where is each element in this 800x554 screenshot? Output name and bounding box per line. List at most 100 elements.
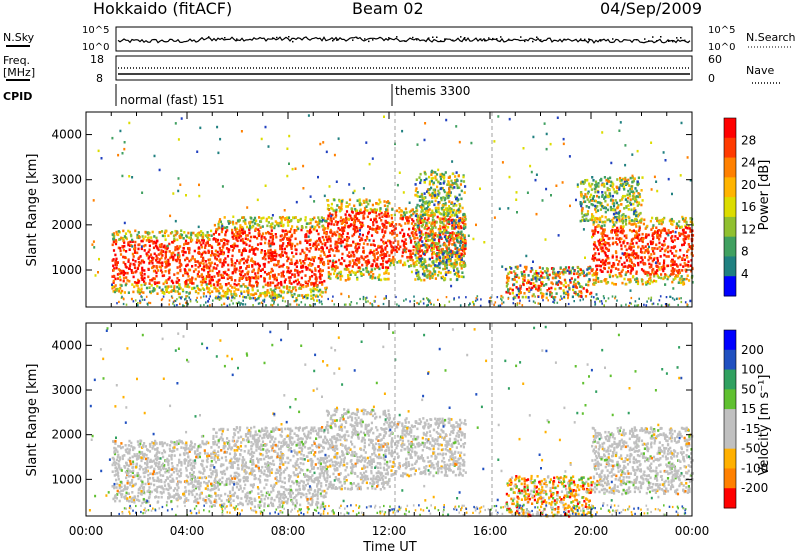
- range-cell: [458, 221, 461, 225]
- range-cell: [235, 234, 238, 238]
- range-cell: [458, 235, 461, 239]
- range-cell: [254, 275, 257, 278]
- range-cell: [303, 262, 306, 265]
- range-cell: [223, 271, 226, 275]
- range-cell: [642, 222, 645, 226]
- range-cell: [285, 255, 288, 258]
- range-cell: [664, 273, 667, 276]
- range-cell: [215, 228, 218, 231]
- range-cell: [312, 287, 315, 290]
- range-cell: [353, 262, 356, 266]
- range-cell: [636, 261, 640, 265]
- range-cell: [201, 231, 204, 235]
- range-cell: [425, 177, 428, 181]
- nsearch-dot: [224, 37, 226, 39]
- range-cell: [231, 245, 234, 248]
- range-cell: [363, 212, 366, 215]
- noise-cell: [286, 147, 289, 150]
- range-cell: [176, 285, 179, 289]
- range-cell: [264, 241, 267, 245]
- range-cell: [198, 252, 201, 255]
- range-cell: [191, 238, 194, 242]
- range-cell: [455, 218, 458, 222]
- range-cell: [401, 251, 404, 254]
- range-cell: [423, 179, 426, 182]
- range-cell: [448, 176, 451, 179]
- range-cell: [310, 230, 313, 234]
- range-cell: [147, 275, 150, 279]
- range-cell: [622, 225, 625, 228]
- range-cell: [517, 287, 520, 291]
- range-cell: [417, 270, 420, 274]
- range-cell: [462, 254, 465, 258]
- range-cell: [603, 185, 606, 188]
- range-cell: [542, 293, 545, 296]
- range-cell: [113, 240, 116, 244]
- range-cell: [327, 208, 331, 212]
- range-cell: [461, 238, 464, 242]
- range-cell: [161, 271, 164, 274]
- noise-cell: [94, 274, 97, 277]
- range-cell: [580, 202, 583, 205]
- range-cell: [161, 261, 164, 264]
- range-cell: [381, 230, 384, 234]
- range-cell: [353, 223, 356, 226]
- noise-cell: [525, 254, 528, 258]
- range-cell: [670, 217, 673, 221]
- range-cell: [319, 293, 322, 297]
- range-cell: [453, 213, 457, 217]
- range-cell: [322, 251, 326, 254]
- range-cell: [598, 241, 601, 245]
- noise-cell: [453, 262, 456, 265]
- range-cell: [535, 269, 538, 273]
- range-cell: [620, 198, 624, 201]
- range-cell: [462, 224, 466, 228]
- range-cell: [299, 240, 302, 244]
- range-cell: [637, 202, 641, 206]
- range-cell: [323, 279, 326, 283]
- range-cell: [265, 219, 268, 223]
- range-cell: [363, 206, 367, 210]
- range-cell: [402, 215, 405, 218]
- range-cell: [160, 252, 163, 256]
- range-cell: [435, 178, 438, 182]
- range-cell: [198, 231, 201, 235]
- range-cell: [142, 291, 145, 294]
- range-cell: [235, 283, 238, 287]
- range-cell: [603, 197, 606, 200]
- range-cell: [222, 242, 226, 245]
- range-cell: [208, 261, 211, 265]
- range-cell: [153, 277, 156, 281]
- range-cell: [453, 182, 456, 185]
- range-cell: [327, 237, 331, 241]
- range-cell: [218, 233, 221, 236]
- noise-cell: [307, 114, 310, 117]
- range-cell: [210, 229, 213, 233]
- range-cell: [592, 259, 595, 262]
- range-cell: [387, 272, 390, 275]
- range-cell: [640, 256, 643, 259]
- range-cell: [361, 233, 364, 237]
- range-cell: [442, 177, 446, 180]
- range-cell: [423, 217, 426, 220]
- range-cell: [355, 209, 358, 213]
- range-cell: [593, 199, 596, 203]
- range-cell: [270, 229, 273, 232]
- cpid-row: CPID normal (fast) 151 themis 3300: [3, 84, 470, 107]
- range-cell: [404, 242, 408, 245]
- range-cell: [365, 198, 368, 201]
- range-cell: [630, 185, 633, 188]
- range-cell: [442, 260, 445, 263]
- range-cell: [309, 228, 312, 232]
- range-cell: [441, 247, 444, 251]
- range-cell: [683, 278, 686, 281]
- range-cell: [221, 228, 224, 231]
- range-cell: [514, 265, 517, 269]
- range-cell: [686, 256, 689, 259]
- range-cell: [319, 272, 322, 276]
- range-cell: [319, 254, 322, 258]
- range-cell: [591, 229, 594, 233]
- range-cell: [297, 294, 300, 297]
- range-cell: [207, 290, 210, 294]
- range-cell: [203, 288, 206, 291]
